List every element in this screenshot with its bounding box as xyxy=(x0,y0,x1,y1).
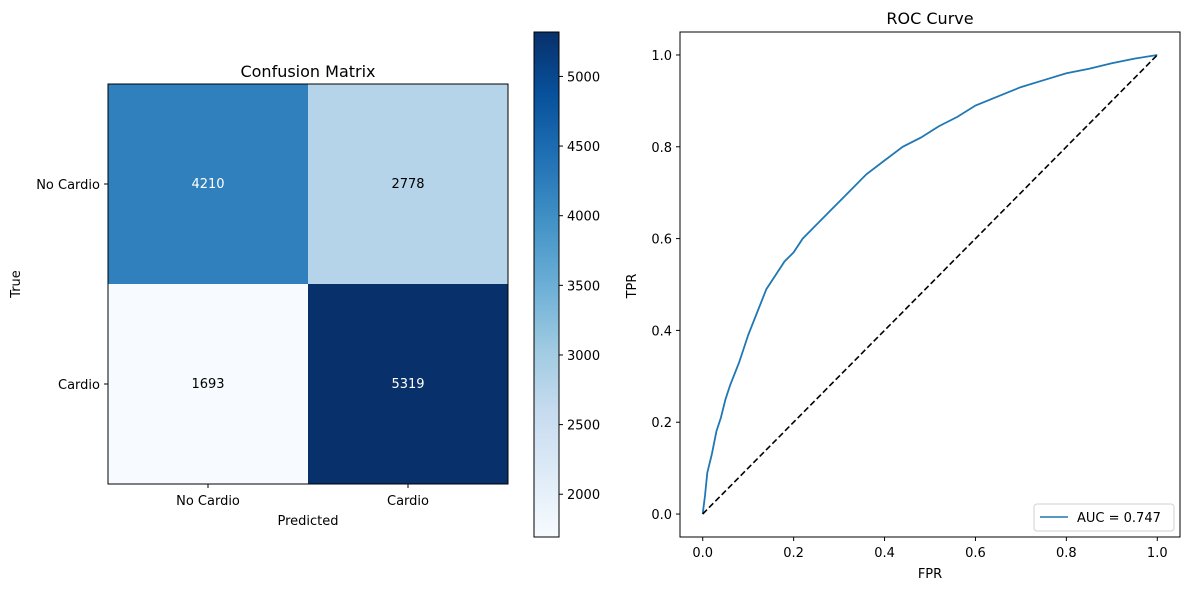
roc-x-tick-label: 1.0 xyxy=(1147,546,1168,561)
roc-y-label: TPR xyxy=(625,274,640,300)
cm-cell xyxy=(108,84,308,284)
roc-x-ticks: 0.0 0.2 0.4 0.6 0.8 1.0 xyxy=(692,537,1168,561)
cm-cell xyxy=(308,284,508,484)
cm-cell xyxy=(308,84,508,284)
cm-y-ticks: No Cardio Cardio xyxy=(36,178,108,393)
colorbar-tick-label: 2500 xyxy=(567,419,600,434)
roc-y-tick-label: 0.6 xyxy=(651,233,672,248)
roc-y-tick-label: 0.2 xyxy=(651,416,672,431)
roc-x-tick-label: 0.6 xyxy=(965,546,986,561)
roc-panel: ROC Curve 0.0 0.2 0.4 0.6 0.8 1.0 0.00.20.40.… xyxy=(625,9,1181,582)
colorbar-tick-label: 4500 xyxy=(567,140,600,155)
roc-curve xyxy=(701,54,1158,515)
cm-x-tick-label: Cardio xyxy=(387,494,429,509)
cm-x-tick-label: No Cardio xyxy=(176,494,240,509)
cm-cell-value: 1693 xyxy=(191,377,224,392)
colorbar-tick-label: 3000 xyxy=(567,349,600,364)
colorbar-tick-label: 3500 xyxy=(567,279,600,294)
roc-y-tick-label: 0.4 xyxy=(651,324,672,339)
roc-plot-frame xyxy=(679,31,1181,538)
roc-x-tick-label: 0.8 xyxy=(1056,546,1077,561)
roc-y-tick-label: 0.0 xyxy=(651,508,672,523)
roc-x-label: FPR xyxy=(918,567,942,582)
roc-chance-line xyxy=(702,54,1158,515)
roc-x-tick-label: 0.0 xyxy=(692,546,713,561)
cm-title: Confusion Matrix xyxy=(240,62,375,81)
colorbar-tick-label: 2000 xyxy=(567,488,600,503)
cm-y-label: True xyxy=(9,270,24,299)
colorbar-tick-label: 4000 xyxy=(567,210,600,225)
roc-lines xyxy=(701,54,1158,515)
cm-x-label: Predicted xyxy=(277,514,338,529)
colorbar-tick-label: 5000 xyxy=(567,70,600,85)
legend-label: AUC = 0.747 xyxy=(1077,511,1161,526)
cm-y-tick-label: Cardio xyxy=(58,378,100,393)
cm-cell-value: 2778 xyxy=(391,177,424,192)
colorbar: 2000 2500 3000 3500 4000 4500 5000 xyxy=(533,31,600,538)
roc-x-tick-label: 0.2 xyxy=(783,546,804,561)
roc-legend: AUC = 0.747 xyxy=(1033,503,1175,532)
cm-cell-value: 4210 xyxy=(191,177,224,192)
roc-title: ROC Curve xyxy=(886,9,973,28)
roc-y-tick-label: 0.8 xyxy=(651,141,672,156)
roc-y-tick-label: 1.0 xyxy=(651,49,672,64)
cm-frame xyxy=(107,83,509,485)
roc-x-tick-label: 0.4 xyxy=(874,546,895,561)
cm-cell xyxy=(108,284,308,484)
colorbar-ticks: 2000 2500 3000 3500 4000 4500 5000 xyxy=(559,70,600,503)
roc-y-ticks: 0.0 0.2 0.4 0.6 0.8 1.0 xyxy=(651,49,680,523)
legend-box xyxy=(1033,503,1175,532)
colorbar-gradient xyxy=(533,31,560,538)
cm-y-tick-label: No Cardio xyxy=(36,178,100,193)
cm-x-ticks: No Cardio Cardio xyxy=(176,484,429,509)
cm-cells: 4210 2778 1693 5319 xyxy=(108,84,508,484)
cm-cell-value: 5319 xyxy=(391,377,424,392)
confusion-matrix-panel: Confusion Matrix 4210 2778 1693 5319 No Car… xyxy=(9,62,509,529)
